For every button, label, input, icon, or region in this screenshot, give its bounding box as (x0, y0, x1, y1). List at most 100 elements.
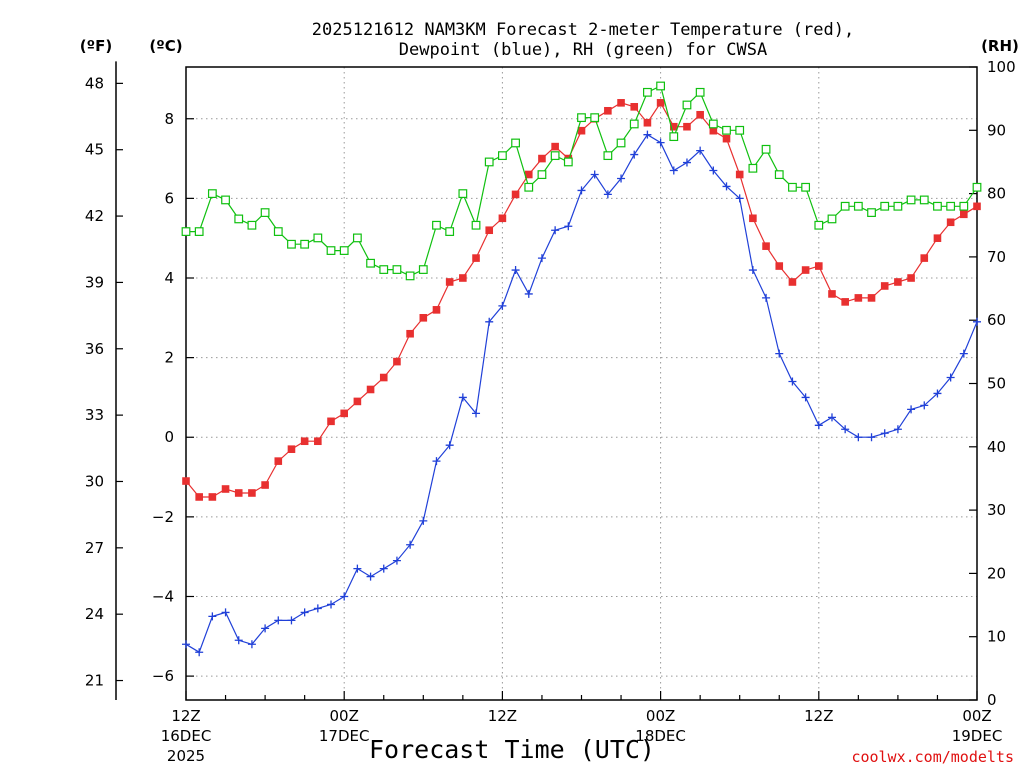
temperature-point (577, 126, 586, 135)
fahrenheit-tick-label: 42 (85, 207, 104, 225)
dewpoint-point (511, 266, 520, 275)
x-tick-label: 00Z (646, 707, 675, 725)
dewpoint-point (933, 389, 942, 398)
rh-point (300, 239, 310, 249)
rh-point (801, 182, 811, 192)
axes (115, 61, 978, 701)
temperature-point (366, 385, 375, 394)
fahrenheit-tick-label: 27 (85, 539, 104, 557)
plot-frame (185, 66, 978, 701)
temperature-point (287, 445, 296, 453)
rh-point (273, 227, 283, 236)
fahrenheit-tick-label: 24 (85, 605, 104, 623)
rh-point (313, 233, 323, 243)
rh-point (919, 195, 929, 205)
rh-point (537, 170, 547, 180)
temperature-point (683, 122, 691, 131)
temperature-point (393, 357, 401, 366)
rh-point (867, 208, 876, 217)
rh-point (247, 220, 257, 230)
dewpoint-point (524, 289, 533, 298)
dewpoint-point (920, 401, 929, 410)
fahrenheit-tick-label: 45 (85, 141, 104, 159)
rh-point (445, 227, 455, 236)
fahrenheit-tick-label: 48 (85, 74, 104, 92)
chart-title-line2: Dewpoint (blue), RH (green) for CWSA (399, 40, 767, 60)
dewpoint-point (748, 266, 757, 275)
dewpoint-point (577, 186, 586, 195)
rh-tick-label: 100 (987, 58, 1016, 76)
chart-title-line1: 2025121612 NAM3KM Forecast 2-meter Tempe… (312, 20, 854, 40)
celsius-tick-label: 4 (164, 269, 174, 287)
dewpoint-point (287, 616, 296, 625)
x-tick-date-label: 17DEC (319, 727, 370, 745)
temperature-point (762, 242, 770, 250)
dewpoint-point (537, 254, 546, 263)
temperature-point (880, 282, 889, 290)
celsius-tick-label: 6 (164, 189, 174, 207)
rh-point (418, 265, 428, 274)
rh-point (379, 265, 389, 274)
dewpoint-point (353, 564, 362, 573)
temperature-point (208, 493, 217, 501)
temperature-point (511, 190, 520, 199)
rh-point (933, 201, 942, 211)
temperature-point (182, 477, 190, 485)
rh-point (352, 233, 362, 243)
temperature-point (749, 214, 757, 223)
temperature-point (630, 103, 639, 111)
rh-point (972, 182, 982, 192)
temperature-point (379, 373, 388, 382)
celsius-unit-label: (ºC) (149, 37, 182, 55)
rh-tick-label: 20 (987, 564, 1006, 582)
dewpoint-point (234, 636, 243, 645)
rh-point (207, 189, 217, 199)
dewpoint-point (590, 170, 599, 179)
rh-point (708, 119, 718, 129)
temperature-point (340, 409, 348, 418)
rh-point (827, 214, 837, 224)
temperature-point (709, 126, 718, 135)
rh-point (458, 189, 468, 199)
rh-point (629, 119, 639, 129)
temperature-point (300, 437, 309, 446)
fahrenheit-tick-label: 33 (85, 406, 104, 424)
rh-tick-label: 10 (987, 628, 1006, 646)
rh-point (761, 144, 771, 154)
temperature-point (498, 214, 507, 223)
dewpoint-point (696, 146, 705, 155)
temperature-point (841, 298, 849, 306)
temperature-point (946, 218, 955, 227)
temperature-point (459, 274, 467, 282)
rh-point (471, 220, 481, 230)
fahrenheit-tick-label: 21 (85, 672, 104, 690)
rh-point (946, 201, 956, 211)
rh-point (181, 227, 191, 236)
temperature-point (327, 417, 335, 426)
rh-tick-label: 30 (987, 501, 1006, 519)
dewpoint-point (432, 457, 441, 466)
dewpoint-point (907, 405, 916, 414)
dewpoint-point (327, 600, 336, 609)
temperature-point (960, 210, 968, 219)
temperature-point (472, 254, 480, 262)
rh-point (682, 100, 692, 110)
temperature-point (432, 306, 441, 314)
x-axis-label: Forecast Time (UTC) (369, 735, 655, 764)
dewpoint-point (643, 130, 652, 139)
dewpoint-point (709, 166, 718, 175)
rh-point (194, 227, 204, 236)
dewpoint-point (366, 572, 375, 581)
dewpoint-point (340, 592, 349, 601)
dewpoint-point (300, 608, 309, 617)
celsius-tick-label: 0 (164, 428, 174, 446)
temperature-point (656, 99, 665, 107)
temperature-point (907, 274, 915, 282)
temperature-point (735, 170, 744, 179)
rh-point (603, 151, 613, 161)
rh-point (656, 81, 665, 91)
dewpoint-point (722, 182, 731, 191)
dewpoint-point (195, 648, 204, 657)
temperature-point (485, 226, 494, 235)
dewpoint-point (841, 425, 850, 434)
